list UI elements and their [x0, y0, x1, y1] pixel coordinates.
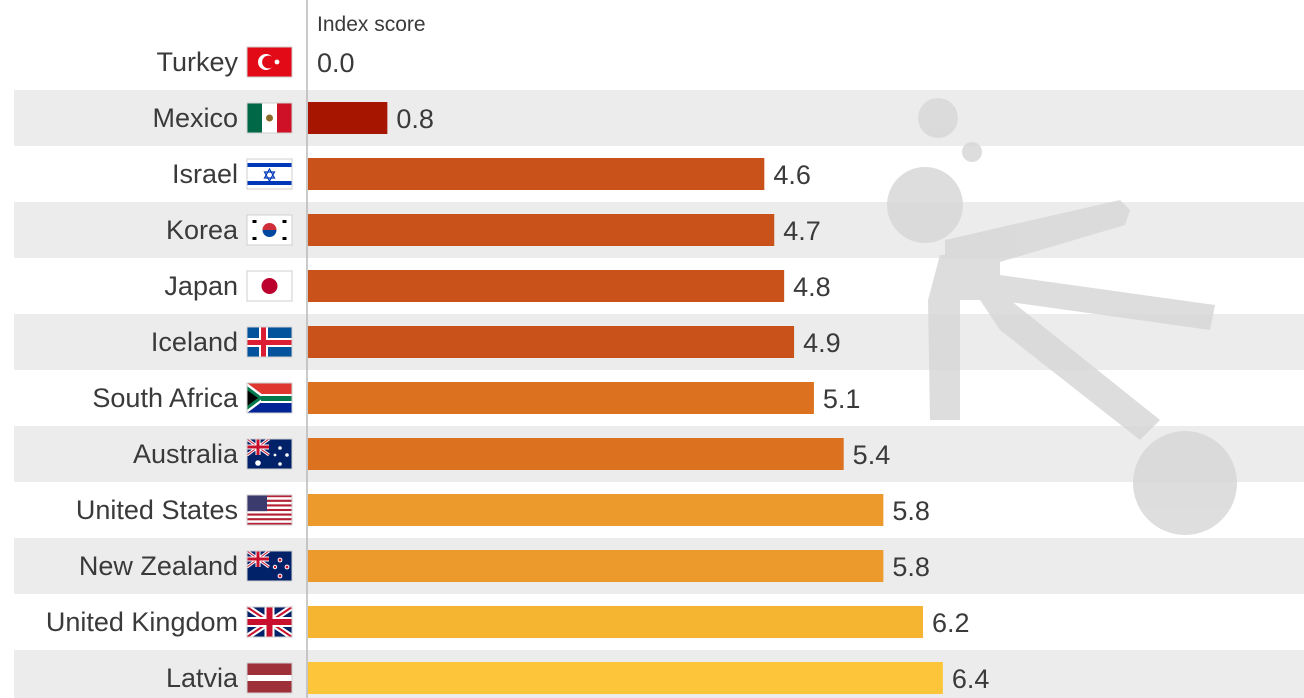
value-label-turkey: 0.0	[317, 48, 355, 78]
country-label-iceland: Iceland	[151, 327, 238, 357]
value-label-united-kingdom: 6.2	[932, 608, 970, 638]
new-zealand-flag-icon	[246, 549, 293, 582]
united-states-flag-icon	[246, 494, 293, 526]
bar-japan	[308, 270, 785, 302]
bar-mexico	[308, 102, 388, 134]
country-label-new-zealand: New Zealand	[79, 551, 238, 581]
country-label-japan: Japan	[164, 271, 238, 301]
latvia-flag-icon	[246, 662, 293, 694]
value-label-south-africa: 5.1	[823, 384, 861, 414]
bar-israel	[308, 158, 765, 190]
israel-flag-icon	[246, 158, 293, 190]
bars	[308, 102, 943, 694]
bar-latvia	[308, 662, 943, 694]
korea-flag-icon	[246, 214, 293, 246]
country-label-south-africa: South Africa	[92, 383, 239, 413]
value-label-korea: 4.7	[783, 216, 821, 246]
country-label-mexico: Mexico	[152, 103, 238, 133]
australia-flag-icon	[246, 437, 293, 470]
iceland-flag-icon	[246, 326, 293, 358]
bar-iceland	[308, 326, 795, 358]
country-label-korea: Korea	[166, 215, 239, 245]
value-label-australia: 5.4	[853, 440, 891, 470]
japan-flag-icon	[246, 270, 293, 302]
bar-korea	[308, 214, 775, 246]
value-label-latvia: 6.4	[952, 664, 990, 694]
flags	[245, 46, 294, 694]
country-label-turkey: Turkey	[156, 47, 238, 77]
country-label-united-kingdom: United Kingdom	[46, 607, 238, 637]
mexico-flag-icon	[246, 102, 293, 134]
row-band	[14, 90, 1304, 146]
value-label-mexico: 0.8	[396, 104, 434, 134]
value-label-united-states: 5.8	[892, 496, 930, 526]
axis-title: Index score	[317, 13, 426, 36]
united-kingdom-flag-icon	[245, 604, 294, 640]
country-label-united-states: United States	[76, 495, 238, 525]
value-labels: 0.00.84.64.74.84.95.15.45.85.86.26.4	[317, 48, 989, 694]
bar-united-kingdom	[308, 606, 924, 638]
value-label-iceland: 4.9	[803, 328, 841, 358]
country-label-australia: Australia	[133, 439, 239, 469]
turkey-flag-icon	[246, 46, 293, 78]
south-africa-flag-icon	[246, 382, 293, 414]
country-label-israel: Israel	[172, 159, 238, 189]
value-label-new-zealand: 5.8	[892, 552, 930, 582]
person-kicking-ball-icon	[887, 98, 1237, 535]
value-label-japan: 4.8	[793, 272, 831, 302]
country-labels: Turkey Mexico Israel Korea Japan Iceland South…	[46, 47, 239, 693]
country-label-latvia: Latvia	[166, 663, 239, 693]
value-label-israel: 4.6	[773, 160, 811, 190]
bar-australia	[308, 438, 844, 470]
bar-south-africa	[308, 382, 814, 414]
bar-new-zealand	[308, 550, 884, 582]
bar-united-states	[308, 494, 884, 526]
